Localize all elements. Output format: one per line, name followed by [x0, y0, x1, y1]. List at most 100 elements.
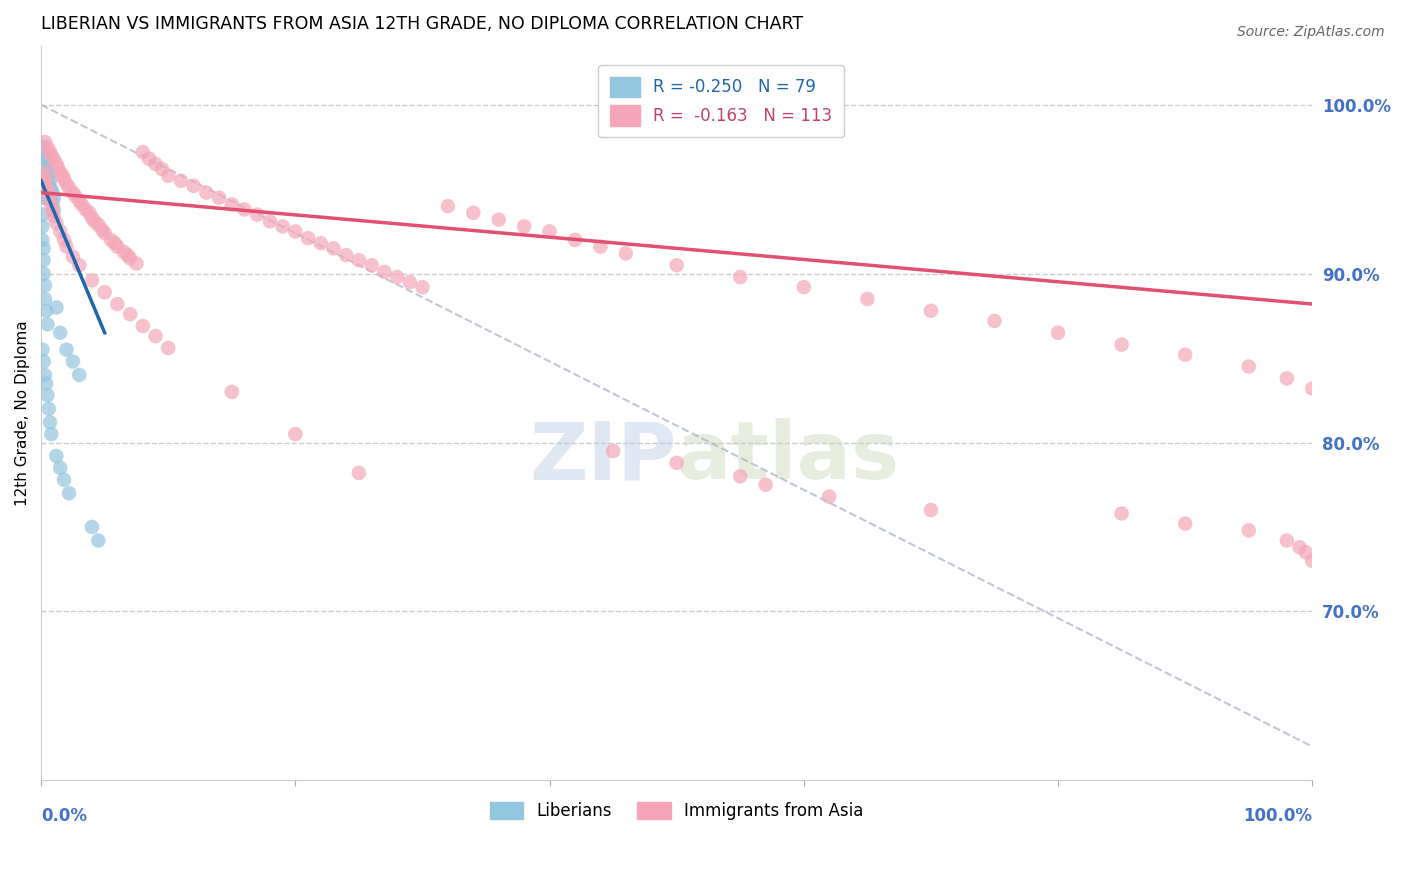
- Point: [31, 169, 53, 183]
- Point: [589, 239, 612, 253]
- Point: [246, 208, 269, 222]
- Point: [145, 329, 167, 343]
- Point: [347, 466, 370, 480]
- Point: [31, 140, 53, 154]
- Point: [665, 456, 688, 470]
- Point: [34, 368, 56, 382]
- Text: LIBERIAN VS IMMIGRANTS FROM ASIA 12TH GRADE, NO DIPLOMA CORRELATION CHART: LIBERIAN VS IMMIGRANTS FROM ASIA 12TH GR…: [41, 15, 803, 33]
- Point: [42, 152, 65, 166]
- Point: [32, 187, 55, 202]
- Point: [31, 161, 53, 175]
- Point: [398, 275, 420, 289]
- Point: [728, 469, 751, 483]
- Point: [32, 182, 55, 196]
- Point: [55, 239, 77, 253]
- Point: [67, 194, 90, 208]
- Point: [41, 195, 63, 210]
- Point: [31, 157, 53, 171]
- Point: [37, 159, 59, 173]
- Point: [32, 165, 55, 179]
- Point: [221, 197, 243, 211]
- Point: [31, 233, 53, 247]
- Point: [37, 182, 59, 196]
- Point: [37, 172, 59, 186]
- Point: [42, 209, 65, 223]
- Point: [31, 165, 53, 179]
- Point: [32, 148, 55, 162]
- Point: [157, 341, 180, 355]
- Point: [39, 182, 62, 196]
- Text: 0.0%: 0.0%: [41, 806, 87, 825]
- Point: [38, 177, 60, 191]
- Point: [52, 169, 75, 183]
- Point: [35, 152, 58, 166]
- Point: [233, 202, 256, 217]
- Point: [183, 178, 205, 193]
- Point: [32, 178, 55, 193]
- Point: [31, 343, 53, 357]
- Point: [45, 157, 67, 171]
- Point: [34, 191, 56, 205]
- Point: [32, 253, 55, 268]
- Point: [58, 486, 80, 500]
- Point: [39, 427, 62, 442]
- Point: [132, 145, 155, 159]
- Point: [53, 473, 76, 487]
- Point: [125, 256, 148, 270]
- Point: [35, 178, 58, 193]
- Point: [34, 278, 56, 293]
- Legend: Liberians, Immigrants from Asia: Liberians, Immigrants from Asia: [484, 796, 870, 827]
- Point: [91, 223, 114, 237]
- Point: [93, 226, 115, 240]
- Point: [170, 174, 193, 188]
- Point: [62, 250, 84, 264]
- Point: [35, 165, 58, 179]
- Point: [49, 224, 72, 238]
- Point: [49, 165, 72, 179]
- Point: [53, 172, 76, 186]
- Point: [42, 202, 65, 217]
- Point: [1275, 533, 1298, 548]
- Point: [284, 224, 307, 238]
- Point: [195, 186, 218, 200]
- Point: [79, 206, 101, 220]
- Point: [1295, 545, 1317, 559]
- Point: [39, 199, 62, 213]
- Point: [35, 303, 58, 318]
- Point: [41, 204, 63, 219]
- Point: [37, 388, 59, 402]
- Point: [37, 178, 59, 193]
- Point: [39, 182, 62, 196]
- Point: [32, 191, 55, 205]
- Point: [38, 187, 60, 202]
- Point: [34, 186, 56, 200]
- Point: [347, 253, 370, 268]
- Point: [46, 161, 69, 175]
- Point: [284, 427, 307, 442]
- Point: [39, 415, 62, 429]
- Point: [564, 233, 586, 247]
- Text: Source: ZipAtlas.com: Source: ZipAtlas.com: [1237, 25, 1385, 39]
- Point: [34, 145, 56, 159]
- Text: ZIP: ZIP: [530, 418, 676, 496]
- Point: [34, 135, 56, 149]
- Point: [309, 236, 332, 251]
- Point: [31, 174, 53, 188]
- Point: [37, 318, 59, 332]
- Point: [67, 368, 90, 382]
- Point: [35, 172, 58, 186]
- Point: [45, 449, 67, 463]
- Point: [411, 280, 433, 294]
- Point: [602, 444, 624, 458]
- Point: [31, 208, 53, 222]
- Point: [34, 174, 56, 188]
- Point: [1111, 507, 1133, 521]
- Point: [1301, 382, 1323, 396]
- Point: [112, 244, 135, 259]
- Point: [80, 520, 103, 534]
- Point: [32, 165, 55, 179]
- Point: [920, 303, 942, 318]
- Point: [297, 231, 319, 245]
- Point: [35, 176, 58, 190]
- Point: [49, 326, 72, 340]
